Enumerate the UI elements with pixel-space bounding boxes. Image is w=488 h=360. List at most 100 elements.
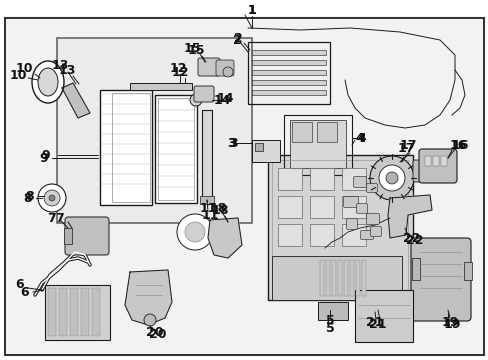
Bar <box>331 260 335 296</box>
Polygon shape <box>387 195 431 238</box>
Text: 2: 2 <box>233 32 242 45</box>
Bar <box>337 260 341 296</box>
Text: 22: 22 <box>403 231 420 244</box>
Bar <box>57 38 251 223</box>
Text: 12: 12 <box>169 62 186 75</box>
Text: 19: 19 <box>440 315 458 328</box>
FancyBboxPatch shape <box>366 184 377 193</box>
Text: 4: 4 <box>355 131 364 144</box>
Bar <box>343 260 347 296</box>
Circle shape <box>190 94 202 106</box>
Text: 12: 12 <box>171 66 188 78</box>
Bar <box>309 168 333 190</box>
Bar <box>100 90 152 205</box>
Bar <box>271 160 407 296</box>
Text: 13: 13 <box>51 59 68 72</box>
Text: 15: 15 <box>183 41 201 54</box>
Bar <box>70 288 78 336</box>
FancyBboxPatch shape <box>198 58 220 76</box>
Text: 11: 11 <box>201 208 218 221</box>
Circle shape <box>378 165 404 191</box>
Bar <box>155 95 197 203</box>
Bar <box>355 260 359 296</box>
Text: 9: 9 <box>40 152 48 165</box>
Bar <box>254 143 263 151</box>
FancyBboxPatch shape <box>412 160 436 182</box>
Bar <box>130 83 192 90</box>
Text: 7: 7 <box>47 212 56 225</box>
FancyBboxPatch shape <box>370 226 381 237</box>
Text: 1: 1 <box>247 4 256 17</box>
Bar <box>251 70 325 75</box>
Bar <box>59 288 67 336</box>
Text: 1: 1 <box>247 4 256 17</box>
Bar <box>440 156 446 166</box>
Bar <box>432 156 438 166</box>
Circle shape <box>369 156 413 200</box>
FancyBboxPatch shape <box>356 203 367 213</box>
Bar <box>271 256 401 300</box>
Polygon shape <box>62 83 90 118</box>
Text: 21: 21 <box>366 315 383 328</box>
Bar <box>361 260 365 296</box>
FancyBboxPatch shape <box>343 197 358 207</box>
Bar <box>317 302 347 320</box>
Text: 20: 20 <box>146 325 163 338</box>
Text: 19: 19 <box>443 319 460 332</box>
Ellipse shape <box>32 61 64 103</box>
Bar <box>112 93 150 202</box>
Text: 15: 15 <box>187 44 204 57</box>
Bar <box>251 60 325 65</box>
Circle shape <box>44 190 60 206</box>
FancyBboxPatch shape <box>346 219 357 230</box>
FancyBboxPatch shape <box>194 86 214 102</box>
Circle shape <box>177 214 213 250</box>
Text: 13: 13 <box>58 63 76 77</box>
Text: 20: 20 <box>149 328 166 342</box>
Circle shape <box>143 314 156 326</box>
Bar <box>341 196 365 218</box>
Text: 16: 16 <box>450 139 468 152</box>
Bar <box>289 120 346 168</box>
Circle shape <box>49 195 55 201</box>
Bar <box>200 196 214 204</box>
Bar <box>247 42 329 104</box>
FancyBboxPatch shape <box>432 158 452 176</box>
Ellipse shape <box>38 68 58 96</box>
Bar <box>284 115 351 175</box>
Text: 18: 18 <box>209 202 226 215</box>
Bar <box>278 168 302 190</box>
Circle shape <box>38 184 66 212</box>
Text: 22: 22 <box>406 234 423 247</box>
Text: 16: 16 <box>448 139 466 152</box>
Bar <box>278 196 302 218</box>
FancyBboxPatch shape <box>360 230 373 239</box>
Text: 14: 14 <box>213 94 230 107</box>
FancyBboxPatch shape <box>216 60 234 76</box>
Bar <box>45 285 110 340</box>
Text: 10: 10 <box>15 62 33 75</box>
FancyBboxPatch shape <box>418 149 456 183</box>
Polygon shape <box>125 270 172 325</box>
Text: 3: 3 <box>229 136 238 149</box>
Bar <box>251 80 325 85</box>
Text: 2: 2 <box>232 33 241 46</box>
Bar <box>424 156 430 166</box>
Circle shape <box>385 172 397 184</box>
Bar <box>251 50 325 55</box>
Text: 9: 9 <box>41 149 50 162</box>
Circle shape <box>223 67 232 77</box>
FancyBboxPatch shape <box>366 213 379 225</box>
Text: 10: 10 <box>9 68 27 81</box>
FancyBboxPatch shape <box>353 176 366 188</box>
Bar <box>319 260 324 296</box>
Bar <box>64 228 72 244</box>
Text: 17: 17 <box>396 141 414 154</box>
Text: 17: 17 <box>398 139 416 152</box>
Bar <box>316 122 336 142</box>
Bar <box>202 110 212 198</box>
Bar <box>92 288 100 336</box>
Bar <box>251 140 280 162</box>
Bar <box>325 260 329 296</box>
Bar <box>341 168 365 190</box>
